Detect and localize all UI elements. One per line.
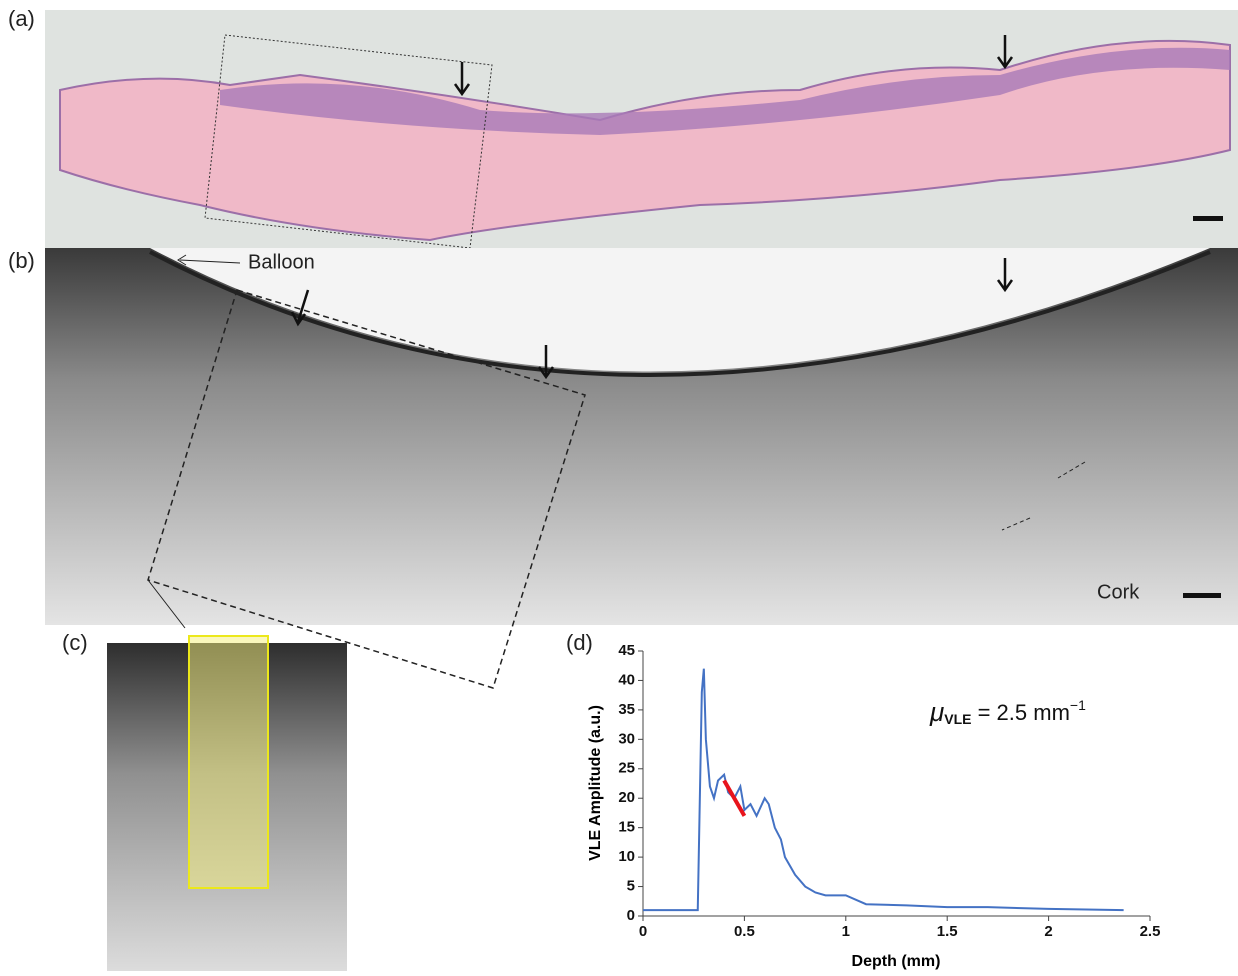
x-tick-label: 1	[842, 923, 850, 940]
surface	[149, 250, 1211, 377]
y-tick-label: 45	[618, 642, 635, 659]
y-tick-label: 20	[618, 789, 635, 806]
balloon-label: Balloon	[248, 251, 315, 273]
x-tick-label: 2	[1044, 923, 1052, 940]
y-tick-label: 35	[618, 701, 635, 718]
y-tick-label: 40	[618, 671, 635, 688]
arrows	[290, 258, 1014, 380]
roi-box	[147, 289, 586, 689]
symbol: μ	[929, 697, 944, 727]
y-axis-label: VLE Amplitude (a.u.)	[587, 705, 604, 861]
y-tick-label: 30	[618, 730, 635, 747]
balloon-lumen	[150, 248, 1210, 372]
balloon-arrow	[177, 254, 241, 266]
fit-annotation: μVLE = 2.5 mm−1	[929, 697, 1086, 727]
series-line	[643, 668, 1124, 912]
y-tick-label: 15	[618, 819, 635, 836]
mucosa	[220, 47, 1230, 135]
scale-bar	[1193, 216, 1223, 221]
y-tick-label: 0	[627, 907, 635, 924]
scale-bar	[1183, 593, 1221, 598]
layer-arrows	[1001, 461, 1086, 531]
text: = 2.5 mm	[971, 700, 1069, 725]
x-tick-label: 0.5	[734, 923, 755, 940]
y-tick-label: 10	[618, 848, 635, 865]
connector	[147, 579, 186, 629]
x-tick-label: 1.5	[937, 923, 958, 940]
analysis-window	[188, 635, 269, 889]
cork-label: Cork	[1097, 581, 1140, 603]
panel-label: (d)	[566, 630, 593, 655]
panel-label: (a)	[8, 6, 35, 31]
x-axis-label: Depth (mm)	[852, 953, 941, 970]
x-tick-label: 2.5	[1140, 923, 1161, 940]
y-tick-label: 5	[627, 878, 635, 895]
superscript: −1	[1070, 697, 1086, 713]
panel-label: (c)	[62, 630, 88, 655]
arrows	[453, 35, 1014, 97]
panel-label: (b)	[8, 248, 35, 273]
x-tick-label: 0	[639, 923, 647, 940]
series-line	[722, 779, 747, 817]
y-tick-label: 25	[618, 760, 635, 777]
subscript: VLE	[944, 711, 971, 727]
